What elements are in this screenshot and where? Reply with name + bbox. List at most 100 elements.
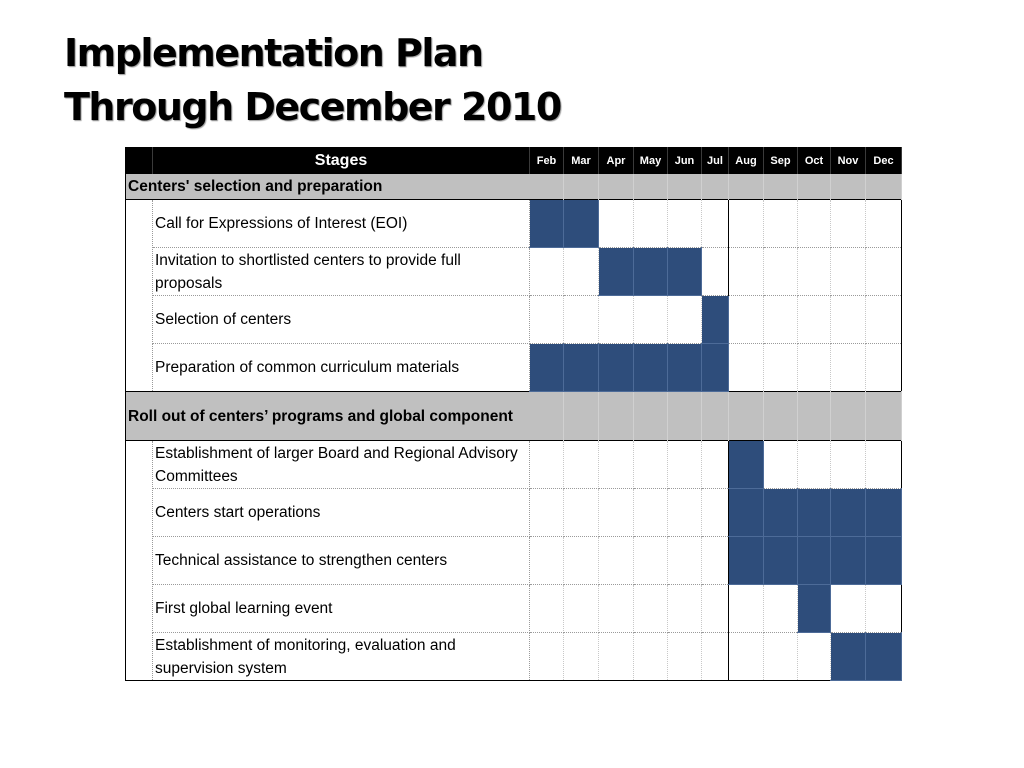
task-row: First global learning event (126, 584, 902, 633)
month-cell (763, 343, 798, 392)
section-month-cell (865, 173, 902, 200)
month-cell (830, 343, 866, 392)
month-cell (763, 632, 798, 681)
title-line-2: Through December 2010 (64, 85, 562, 129)
gantt-bar-cell (763, 488, 798, 537)
gantt-bar-cell (529, 343, 564, 392)
month-cell (667, 440, 702, 489)
month-cell (529, 536, 564, 585)
task-row: Establishment of monitoring, evaluation … (126, 632, 902, 681)
month-cell (529, 632, 564, 681)
month-cell (667, 295, 702, 344)
month-cell (633, 199, 668, 248)
indent-spacer (125, 199, 153, 392)
month-cell (563, 247, 599, 296)
month-cell (563, 295, 599, 344)
section-month-cell (563, 391, 599, 441)
month-cell (633, 440, 668, 489)
month-cell (598, 199, 634, 248)
month-header: Mar (563, 147, 599, 174)
month-cell (633, 295, 668, 344)
gantt-bar-cell (667, 247, 702, 296)
gantt-bar-cell (797, 584, 831, 633)
gantt-bar-cell (563, 199, 599, 248)
section-month-cell (701, 391, 729, 441)
month-cell (728, 632, 764, 681)
section-month-cell (728, 173, 764, 200)
month-cell (728, 295, 764, 344)
month-cell (797, 343, 831, 392)
month-cell (563, 440, 599, 489)
gantt-table: Stages Feb Mar Apr May Jun Jul Aug Sep O… (125, 147, 902, 681)
task-label: Invitation to shortlisted centers to pro… (152, 247, 530, 296)
task-row: Technical assistance to strengthen cente… (126, 536, 902, 585)
section-month-cell (830, 173, 866, 200)
month-cell (763, 295, 798, 344)
month-cell (598, 632, 634, 681)
month-cell (667, 199, 702, 248)
month-cell (728, 247, 764, 296)
month-cell (763, 440, 798, 489)
section-row: Roll out of centers’ programs and global… (125, 391, 902, 441)
month-cell (865, 199, 902, 248)
month-cell (865, 440, 902, 489)
month-cell (728, 343, 764, 392)
gantt-bar-cell (830, 536, 866, 585)
gantt-bar-cell (598, 343, 634, 392)
gantt-bar-cell (563, 343, 599, 392)
gantt-bar-cell (633, 343, 668, 392)
task-row: Invitation to shortlisted centers to pro… (126, 247, 902, 296)
gantt-bar-cell (830, 632, 866, 681)
section-month-cell (633, 173, 668, 200)
section-month-cell (797, 391, 831, 441)
month-cell (830, 584, 866, 633)
month-cell (633, 584, 668, 633)
section-month-cell (598, 391, 634, 441)
month-header: May (633, 147, 668, 174)
month-header: Aug (728, 147, 764, 174)
section-month-cell (529, 391, 564, 441)
gantt-bar-cell (797, 488, 831, 537)
gantt-bar-cell (598, 247, 634, 296)
month-cell (529, 440, 564, 489)
section-month-cell (529, 173, 564, 200)
month-cell (830, 247, 866, 296)
section-label: Centers' selection and preparation (125, 173, 530, 200)
month-cell (529, 247, 564, 296)
month-cell (865, 343, 902, 392)
header-spacer (125, 147, 153, 174)
month-cell (701, 440, 729, 489)
month-cell (728, 199, 764, 248)
month-header: Jun (667, 147, 702, 174)
month-header: Apr (598, 147, 634, 174)
month-cell (598, 488, 634, 537)
month-cell (865, 295, 902, 344)
month-header: Dec (865, 147, 902, 174)
month-cell (598, 295, 634, 344)
section-month-cell (797, 173, 831, 200)
month-cell (563, 632, 599, 681)
month-cell (763, 584, 798, 633)
section-month-cell (598, 173, 634, 200)
month-cell (763, 199, 798, 248)
month-header: Sep (763, 147, 798, 174)
month-header: Nov (830, 147, 866, 174)
month-cell (667, 488, 702, 537)
gantt-bar-cell (701, 295, 729, 344)
month-cell (633, 488, 668, 537)
task-label: Establishment of monitoring, evaluation … (152, 632, 530, 681)
month-cell (728, 584, 764, 633)
task-label: Technical assistance to strengthen cente… (152, 536, 530, 585)
task-row: Selection of centers (126, 295, 902, 344)
gantt-bar-cell (830, 488, 866, 537)
month-cell (701, 247, 729, 296)
month-cell (701, 584, 729, 633)
title-line-1: Implementation Plan (64, 31, 484, 75)
month-cell (865, 247, 902, 296)
gantt-bar-cell (728, 488, 764, 537)
gantt-body: Centers' selection and preparation Call f… (125, 173, 902, 681)
section-row: Centers' selection and preparation (125, 173, 902, 200)
section-month-cell (763, 391, 798, 441)
month-cell (563, 584, 599, 633)
month-cell (701, 536, 729, 585)
